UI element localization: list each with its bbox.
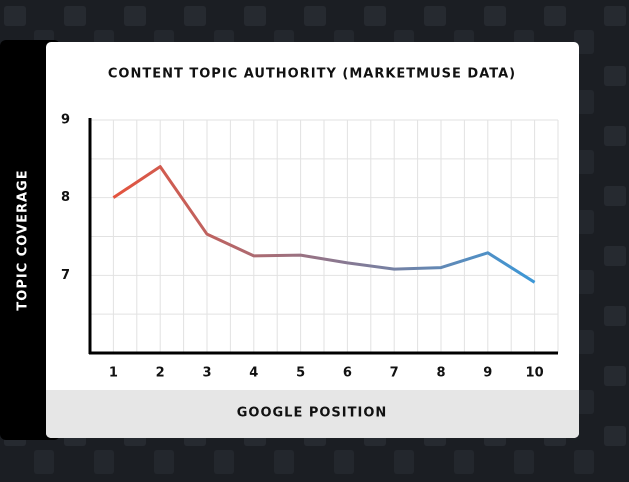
x-tick-label: 4 (249, 366, 258, 381)
x-tick-label: 9 (483, 366, 492, 381)
x-tick-label: 10 (526, 366, 544, 381)
x-tick-label: 5 (296, 366, 305, 381)
y-label-strip (0, 40, 60, 440)
card (46, 42, 579, 438)
x-label-band (46, 390, 579, 438)
y-axis-label: TOPIC COVERAGE (16, 169, 31, 310)
x-tick-label: 7 (390, 366, 399, 381)
x-tick-label: 6 (343, 366, 352, 381)
x-tick-label: 8 (436, 366, 445, 381)
chart-title: CONTENT TOPIC AUTHORITY (MARKETMUSE DATA… (108, 67, 516, 82)
line-series (112, 165, 536, 284)
y-tick-label: 7 (61, 268, 70, 283)
y-tick-label: 9 (61, 113, 70, 128)
x-axis-label: GOOGLE POSITION (237, 406, 388, 421)
y-tick-label: 8 (61, 190, 70, 205)
x-tick-label: 3 (202, 366, 211, 381)
x-tick-label: 2 (156, 366, 165, 381)
x-tick-label: 1 (109, 366, 118, 381)
